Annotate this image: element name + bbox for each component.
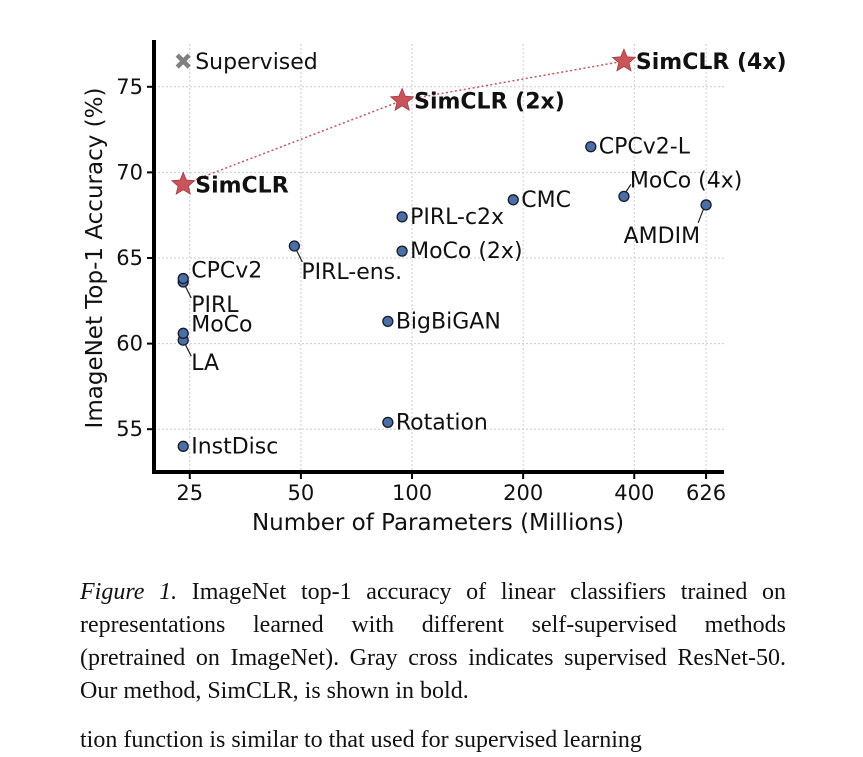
label-simclr-2x: SimCLR (2x) (414, 89, 565, 114)
label-bigbigan: BigBiGAN (396, 309, 501, 334)
point-cmc (507, 194, 519, 206)
point-pirl-ens (288, 240, 301, 252)
point-simclr-2x (389, 87, 415, 112)
label-supervised: Supervised (195, 50, 318, 75)
x-ticks: 25 50 100 200 400 626 (176, 472, 726, 505)
point-simclr (170, 171, 196, 195)
y-tick-label-70: 70 (116, 160, 143, 184)
x-tick-label-100: 100 (392, 481, 432, 505)
point-pirl-c2x (396, 211, 408, 223)
point-rotation (382, 416, 394, 429)
label-la: LA (191, 351, 219, 376)
label-cpcv2: CPCv2 (191, 259, 262, 284)
point-cpcv2-l (585, 141, 597, 153)
point-cpcv2 (177, 272, 189, 285)
point-moco-2x (396, 245, 408, 257)
leader-pirl-ens (295, 249, 303, 263)
label-cmc: CMC (521, 188, 571, 213)
y-ticks: 55 60 65 70 75 (116, 75, 154, 441)
y-tick-label-65: 65 (116, 246, 143, 270)
point-moco (177, 327, 189, 339)
label-simclr: SimCLR (195, 173, 288, 198)
point-bigbigan (382, 315, 394, 327)
data-points (170, 48, 712, 452)
label-rotation: Rotation (396, 410, 488, 435)
label-simclr-4x: SimCLR (4x) (636, 50, 787, 75)
label-instdisc: InstDisc (191, 434, 278, 459)
simclr-line (182, 60, 625, 186)
label-amdim: AMDIM (624, 224, 700, 249)
figure-caption: Figure 1. ImageNet top-1 accuracy of lin… (80, 576, 786, 708)
x-tick-label-50: 50 (288, 481, 315, 505)
point-amdim (700, 199, 712, 211)
label-moco-2x: MoCo (2x) (410, 239, 522, 264)
point-instdisc (177, 440, 189, 452)
y-axis-label: ImageNet Top-1 Accuracy (%) (82, 88, 108, 429)
label-pirl-c2x: PIRL-c2x (410, 205, 504, 230)
x-tick-label-626: 626 (686, 481, 726, 505)
simclr-trend-line (182, 60, 625, 186)
label-cpcv2-l: CPCv2-L (599, 135, 691, 160)
figure-label: Figure 1. (80, 579, 178, 605)
label-pirl: PIRL (191, 293, 239, 318)
label-pirl-ens: PIRL-ens. (301, 260, 402, 285)
x-tick-label-200: 200 (503, 481, 543, 505)
leader-pirl (184, 285, 192, 299)
point-moco-4x (618, 190, 630, 203)
x-tick-label-25: 25 (176, 481, 203, 505)
scatter-chart: 25 50 100 200 400 626 55 60 65 70 75 InstDisc LA Mo… (82, 40, 787, 536)
label-moco: MoCo (191, 312, 252, 337)
caption-text: ImageNet top-1 accuracy of linear classi… (80, 579, 786, 704)
y-tick-label-75: 75 (116, 75, 143, 99)
point-simclr-4x (611, 48, 637, 72)
body-text-cutoff: tion function is similar to that used fo… (80, 727, 642, 753)
x-axis-label: Number of Parameters (Millions) (252, 510, 624, 536)
point-supervised (175, 53, 191, 69)
label-moco-4x: MoCo (4x) (630, 168, 742, 193)
x-tick-label-400: 400 (614, 481, 654, 505)
cross-stroke-b (175, 53, 191, 69)
grid (154, 44, 724, 472)
leader-la (184, 343, 192, 357)
y-tick-label-60: 60 (116, 332, 143, 356)
y-tick-label-55: 55 (116, 417, 143, 441)
